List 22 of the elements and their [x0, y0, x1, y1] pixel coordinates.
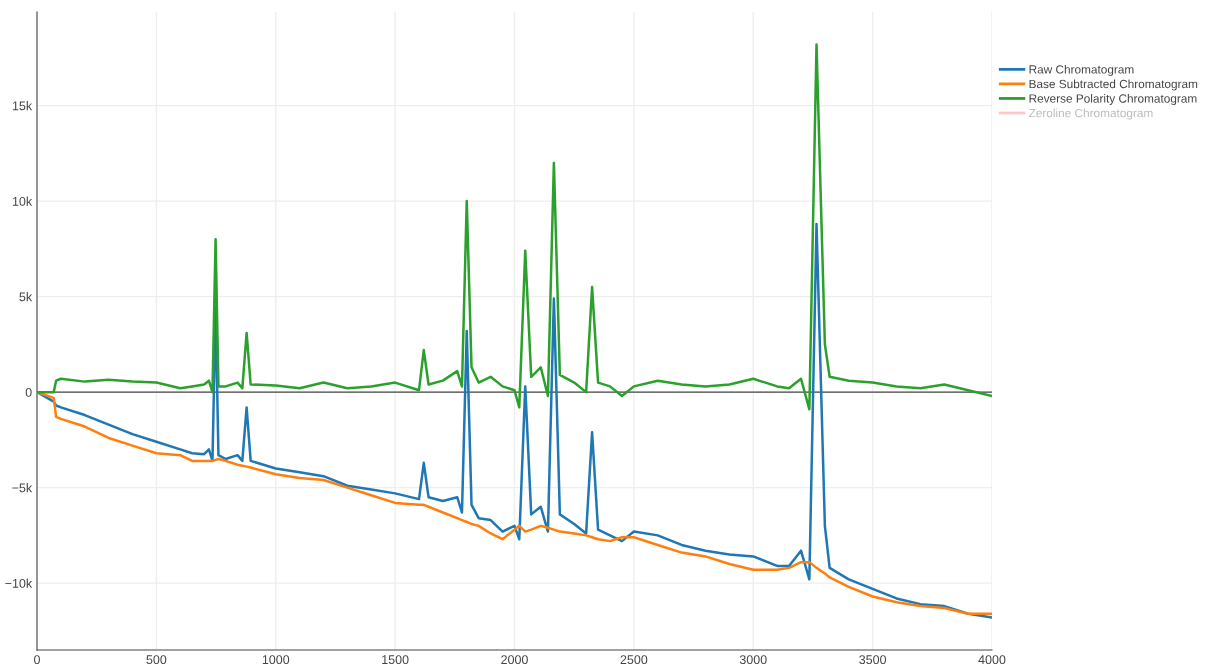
x-tick-label: 3000: [739, 655, 767, 664]
line-series: [37, 222, 992, 619]
line-series: [37, 390, 992, 615]
x-tick-label: 2000: [501, 655, 528, 664]
legend-label: Raw Chromatogram: [1029, 64, 1134, 76]
y-tick-label: 5k: [19, 292, 33, 302]
x-tick-label: 500: [146, 655, 167, 664]
legend-label: Base Subtracted Chromatogram: [1029, 79, 1198, 91]
x-tick-label: 2500: [620, 655, 648, 664]
x-tick-label: 0: [34, 655, 40, 664]
legend-label: Reverse Polarity Chromatogram: [1029, 94, 1197, 106]
x-tick-label: 3500: [859, 655, 887, 664]
x-tick-label: 1500: [382, 655, 409, 664]
x-tick-label: 4000: [978, 655, 1006, 664]
y-tick-label: 15k: [12, 101, 33, 111]
y-tick-label: 0: [25, 387, 32, 397]
x-tick-label: 1000: [262, 655, 290, 664]
legend-label: Zeroline Chromatogram: [1028, 108, 1153, 120]
y-tick-label: −10k: [5, 578, 33, 588]
y-tick-label: 10k: [12, 196, 33, 206]
line-series: [37, 43, 992, 411]
y-tick-label: −5k: [12, 483, 33, 493]
